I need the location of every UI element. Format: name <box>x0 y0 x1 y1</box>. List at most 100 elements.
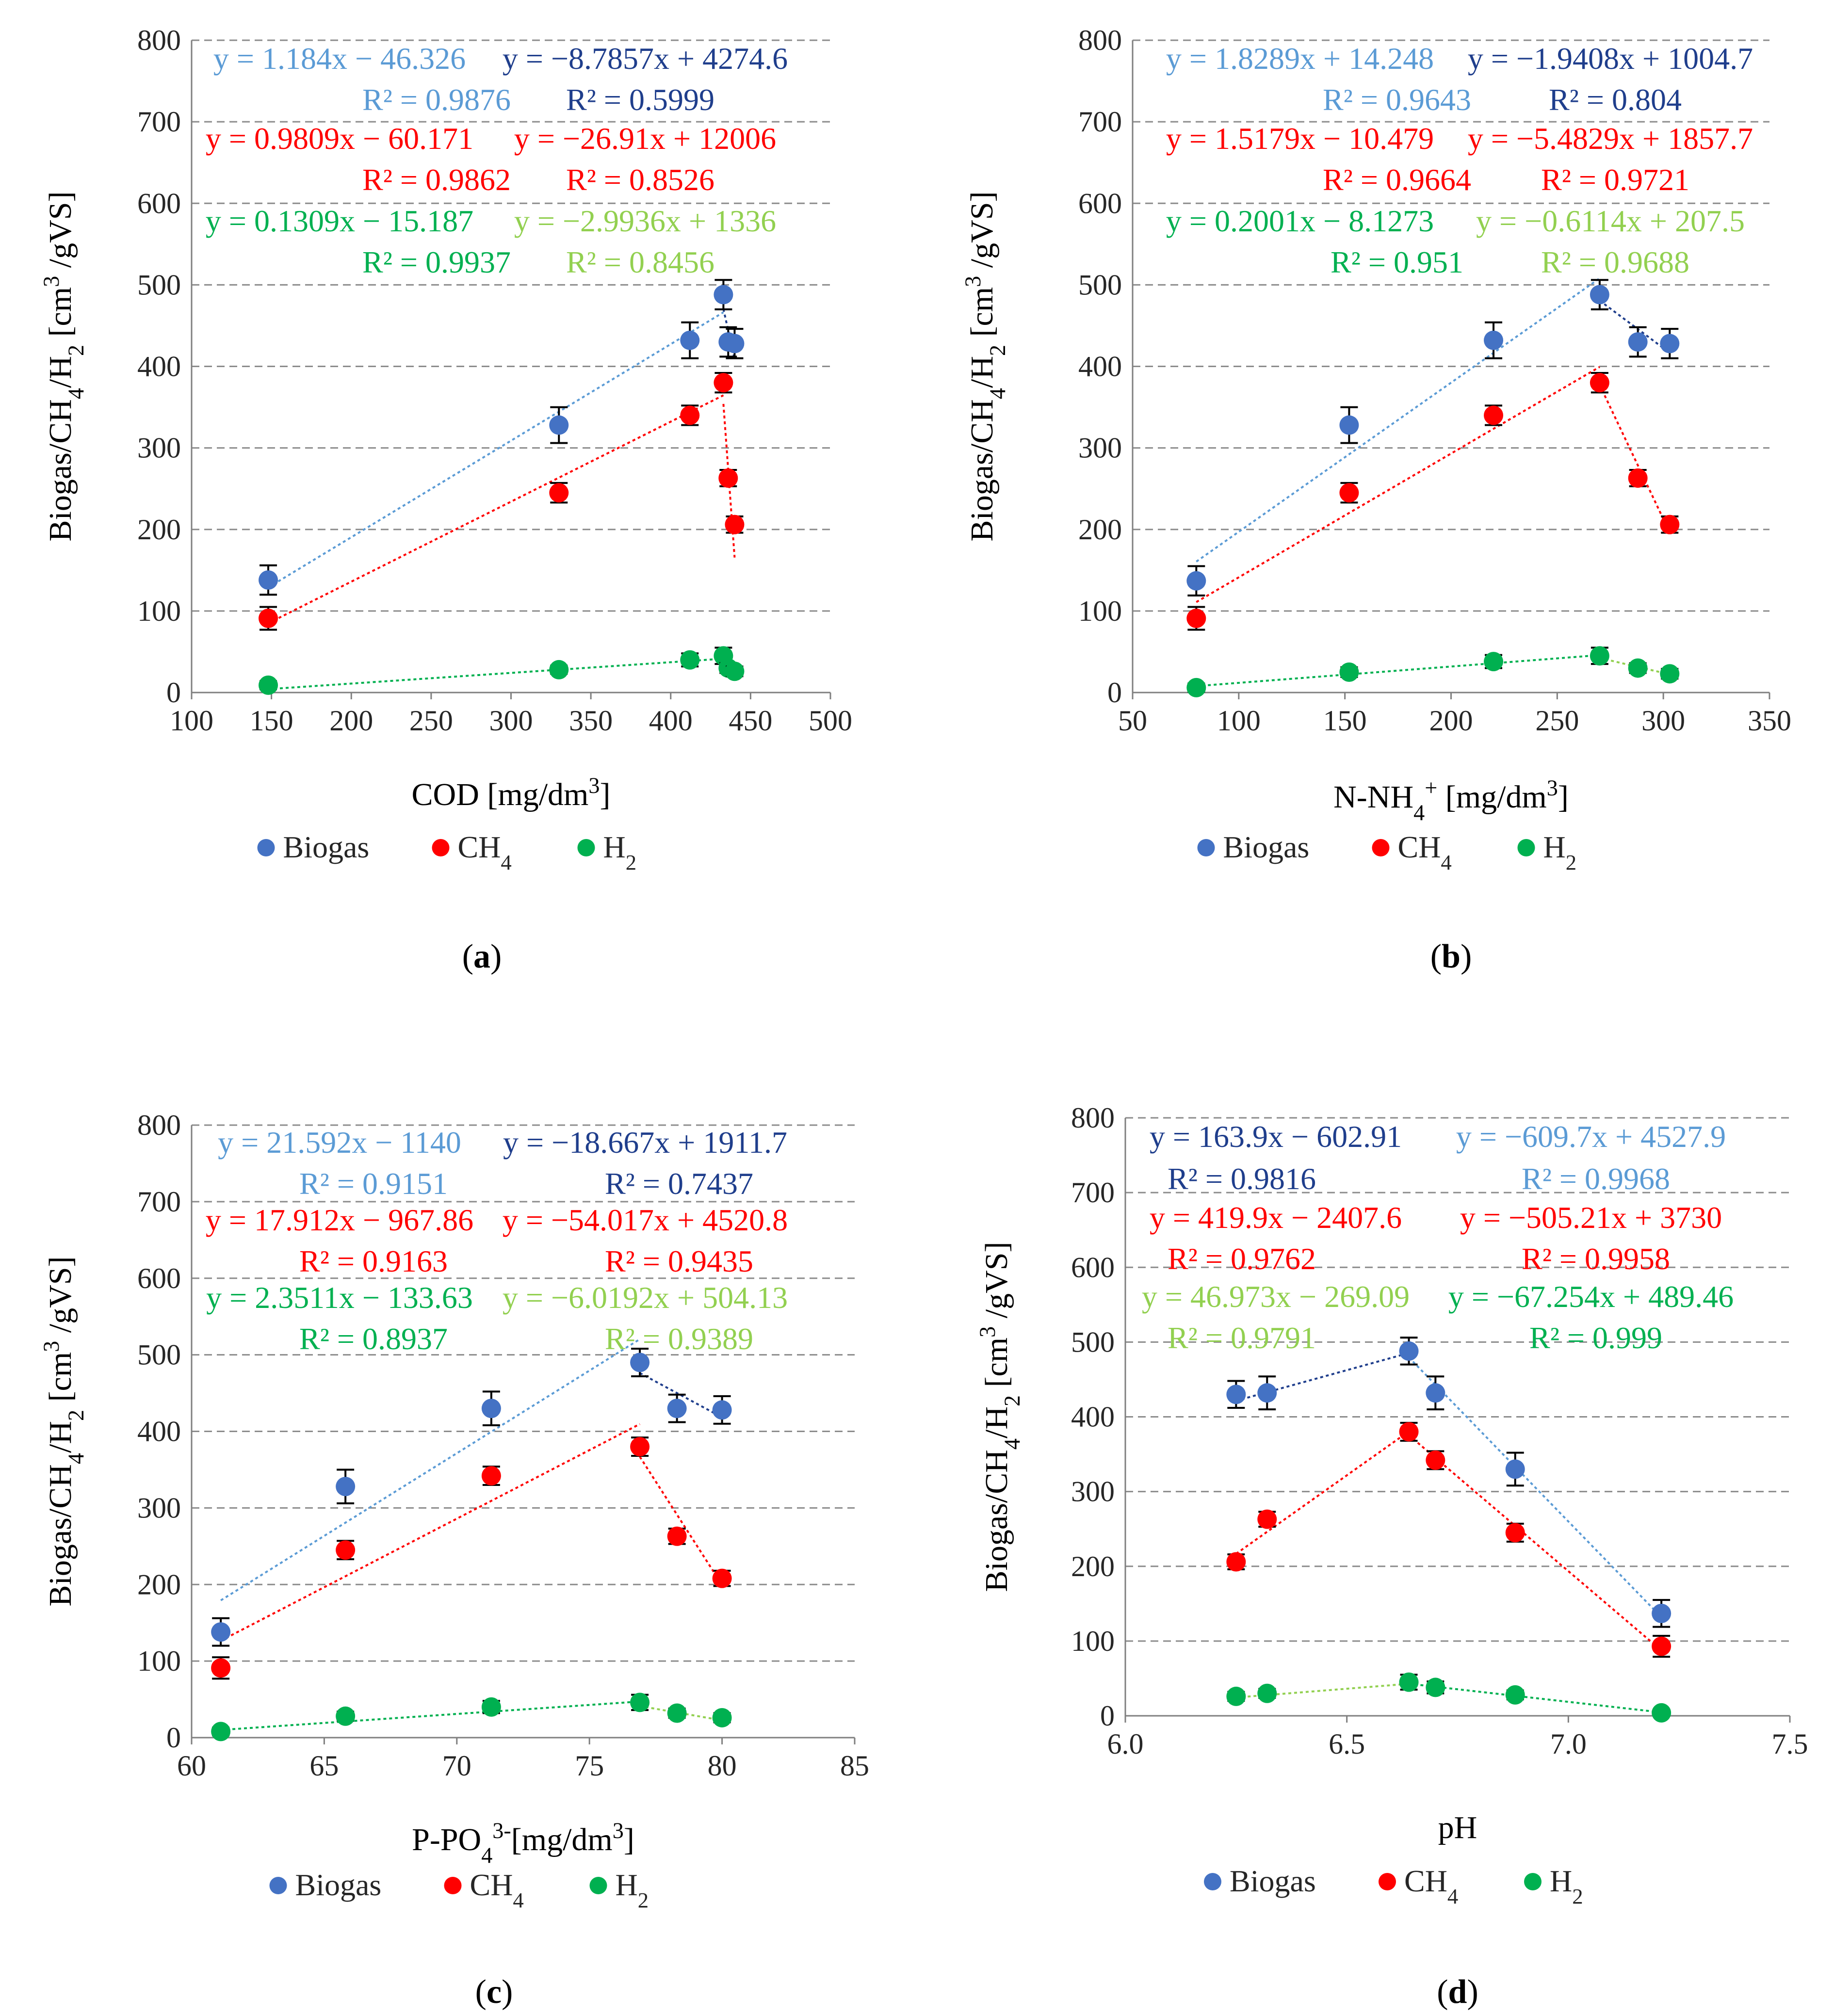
trendline-h2-rising <box>221 1700 640 1731</box>
trendline-h2-rising <box>1196 654 1600 687</box>
data-point-biogas <box>1590 285 1609 305</box>
trend-equation: y = 21.592x − 1140 <box>218 1125 461 1160</box>
data-point-h2 <box>1226 1686 1246 1706</box>
data-point-ch4 <box>336 1540 356 1560</box>
x-tick-label: 350 <box>1748 705 1791 737</box>
data-point-h2 <box>1339 662 1359 682</box>
legend-label-h2: H2 <box>1550 1864 1583 1908</box>
data-point-ch4 <box>1652 1636 1672 1656</box>
trendline-biogas-rising <box>1196 277 1601 563</box>
y-tick-label: 700 <box>1078 106 1122 138</box>
y-axis-label: Biogas/CH4/H2 [cm3 /gVS] <box>960 192 1010 542</box>
data-point-h2 <box>725 661 745 681</box>
data-point-ch4 <box>1660 515 1680 534</box>
panel-label: (a) <box>462 938 502 975</box>
y-tick-label: 0 <box>166 677 181 709</box>
x-tick-label: 60 <box>177 1750 206 1782</box>
y-tick-label: 500 <box>1071 1326 1115 1358</box>
data-point-ch4 <box>1186 609 1206 629</box>
trendline-ch4-falling <box>1408 1434 1662 1651</box>
data-point-biogas <box>1257 1383 1277 1403</box>
data-point-biogas <box>1660 334 1680 354</box>
trendline-ch4-rising <box>1196 366 1600 603</box>
x-tick-label: 400 <box>649 705 693 737</box>
data-point-ch4 <box>725 515 745 534</box>
x-tick-label: 85 <box>840 1750 869 1782</box>
data-point-biogas <box>549 415 569 435</box>
legend-marker-ch4 <box>432 839 450 856</box>
trend-r2: R² = 0.9968 <box>1522 1161 1670 1196</box>
data-point-ch4 <box>259 609 278 629</box>
x-tick-label: 7.0 <box>1550 1728 1587 1760</box>
trend-r2: R² = 0.9389 <box>605 1322 753 1356</box>
x-tick-label: 6.5 <box>1329 1728 1365 1760</box>
panel-label: (c) <box>475 1973 513 2011</box>
legend-marker-ch4 <box>1372 839 1390 856</box>
data-point-h2 <box>336 1706 356 1726</box>
legend-label-ch4: CH4 <box>1398 830 1452 874</box>
x-tick-label: 7.5 <box>1772 1728 1808 1760</box>
x-tick-label: 6.0 <box>1107 1728 1144 1760</box>
x-tick-label: 75 <box>575 1750 604 1782</box>
data-point-biogas <box>1484 330 1504 350</box>
legend-marker-biogas <box>269 1877 287 1894</box>
y-tick-label: 200 <box>1071 1550 1115 1582</box>
data-point-ch4 <box>680 405 700 425</box>
x-tick-label: 80 <box>708 1750 737 1782</box>
y-tick-label: 500 <box>137 1339 181 1371</box>
trend-equation: y = 1.184x − 46.326 <box>213 41 466 76</box>
y-tick-label: 700 <box>137 106 181 138</box>
x-tick-label: 100 <box>1217 705 1261 737</box>
data-point-ch4 <box>1339 483 1359 503</box>
y-tick-label: 300 <box>1078 432 1122 464</box>
trend-r2: R² = 0.9816 <box>1168 1161 1316 1196</box>
trend-r2: R² = 0.804 <box>1549 82 1682 117</box>
legend-label-biogas: Biogas <box>283 830 370 864</box>
data-point-biogas <box>630 1353 650 1372</box>
trend-r2: R² = 0.9937 <box>362 245 511 279</box>
trend-r2: R² = 0.8526 <box>566 162 714 197</box>
data-point-biogas <box>1399 1341 1419 1361</box>
data-point-h2 <box>1186 677 1206 697</box>
data-point-biogas <box>712 1400 732 1420</box>
x-axis-label: N-NH4+ [mg/dm3] <box>1333 775 1569 825</box>
data-point-h2 <box>481 1697 501 1717</box>
x-tick-label: 200 <box>1429 705 1473 737</box>
data-point-h2 <box>1628 658 1648 678</box>
data-point-biogas <box>1652 1603 1672 1623</box>
data-point-h2 <box>1484 652 1504 672</box>
data-point-h2 <box>1505 1685 1525 1705</box>
trend-equation: y = −609.7x + 4527.9 <box>1456 1119 1726 1154</box>
x-tick-label: 200 <box>329 705 373 737</box>
data-point-ch4 <box>1628 468 1648 488</box>
data-point-biogas <box>1186 571 1206 591</box>
y-tick-label: 400 <box>1078 351 1122 383</box>
data-point-ch4 <box>1505 1523 1525 1543</box>
trendline-ch4-rising <box>220 1423 641 1642</box>
data-point-h2 <box>1590 646 1609 666</box>
legend-marker-biogas <box>257 839 275 856</box>
trend-r2: R² = 0.999 <box>1529 1321 1662 1355</box>
y-tick-label: 700 <box>1071 1177 1115 1209</box>
x-tick-label: 150 <box>250 705 293 737</box>
trend-equation: y = −18.667x + 1911.7 <box>503 1125 787 1160</box>
y-tick-label: 800 <box>137 24 181 56</box>
trend-equation: y = 163.9x − 602.91 <box>1150 1119 1402 1154</box>
data-point-biogas <box>336 1477 356 1497</box>
y-tick-label: 0 <box>166 1722 181 1754</box>
x-tick-label: 450 <box>729 705 772 737</box>
data-point-h2 <box>549 660 569 679</box>
y-tick-label: 300 <box>137 432 181 464</box>
data-point-h2 <box>1399 1672 1419 1692</box>
x-tick-label: 65 <box>309 1750 339 1782</box>
legend: Biogas CH4 H2 <box>257 830 636 874</box>
trend-r2: R² = 0.9435 <box>605 1244 753 1278</box>
data-point-biogas <box>1339 415 1359 435</box>
y-tick-label: 0 <box>1107 677 1122 709</box>
data-point-h2 <box>1426 1677 1445 1697</box>
legend-marker-biogas <box>1197 839 1215 856</box>
trend-equation: y = −26.91x + 12006 <box>514 121 776 156</box>
data-point-biogas <box>481 1399 501 1419</box>
trend-equation: y = −8.7857x + 4274.6 <box>503 41 788 76</box>
